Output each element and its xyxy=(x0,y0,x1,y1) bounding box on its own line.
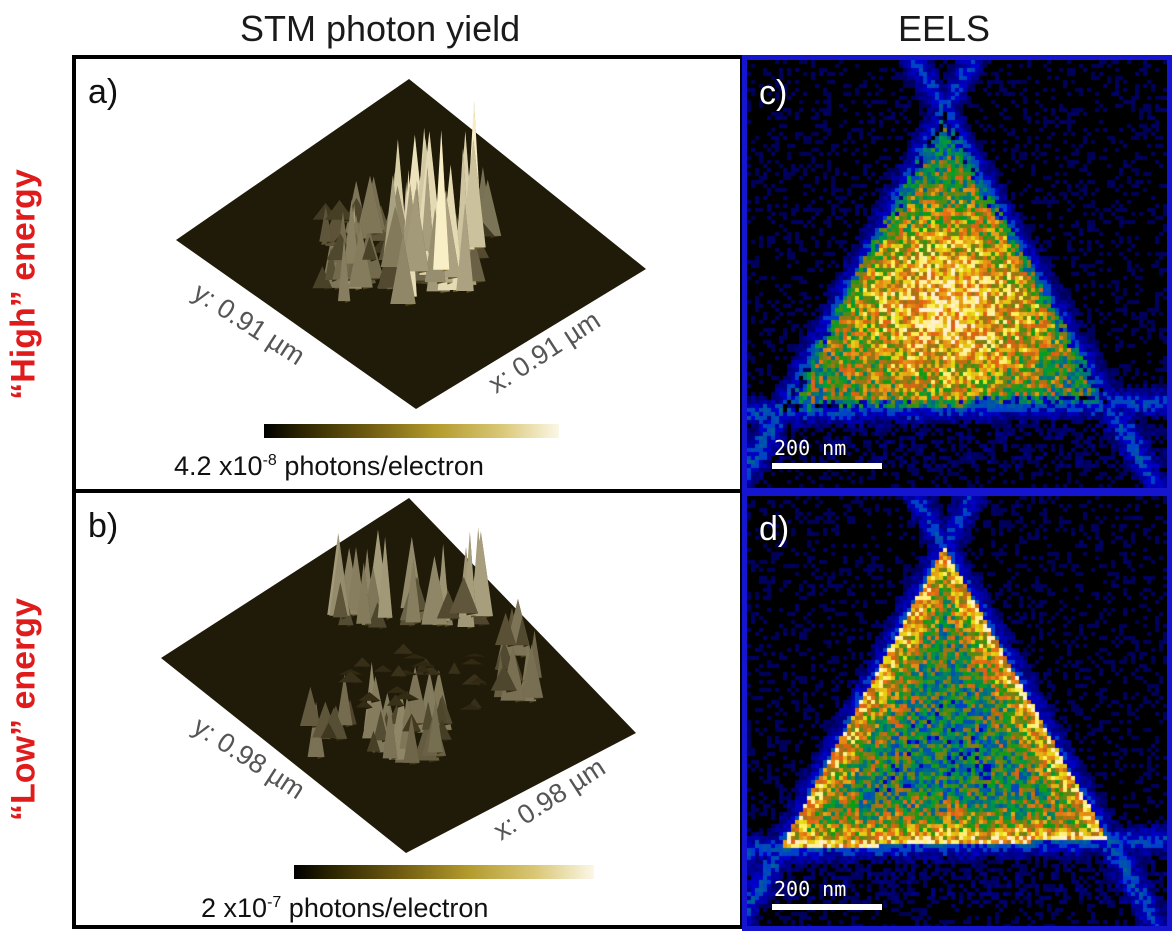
surface-peak xyxy=(515,617,529,646)
surface-peak xyxy=(391,691,419,700)
colorbar-b xyxy=(294,865,594,879)
eels-map-c xyxy=(747,60,1167,488)
surface-peak xyxy=(421,166,434,251)
surface-peak xyxy=(463,653,486,657)
scale-label-c: 200 nm xyxy=(774,436,847,460)
surface-peak xyxy=(377,536,393,618)
surface-peak xyxy=(469,677,488,684)
surface-peak xyxy=(373,665,393,672)
surface-peak xyxy=(324,247,338,280)
surface-spikes xyxy=(312,101,502,306)
surface-peak xyxy=(468,531,493,617)
surface-peak xyxy=(427,700,444,753)
surface-peak xyxy=(356,562,372,624)
panel-c-eels-high: c) 200 nm xyxy=(742,55,1172,493)
surface-peak xyxy=(402,189,429,272)
colorbar-label-b: 2 x10-7 photons/electron xyxy=(201,893,489,923)
scale-label-d: 200 nm xyxy=(774,877,847,901)
surface-peak xyxy=(433,130,450,270)
row-label-high-energy: “High” energy xyxy=(4,169,43,400)
panel-letter-b: b) xyxy=(88,507,119,545)
surface-spikes xyxy=(299,527,544,765)
surface-peak xyxy=(299,686,321,727)
surface-peak xyxy=(490,664,517,691)
surface-peak xyxy=(520,644,544,698)
surface-peak xyxy=(449,576,479,614)
panel-letter-d: d) xyxy=(759,510,790,548)
surface-peak xyxy=(336,673,353,726)
scale-bar-c xyxy=(772,463,882,469)
surface-peak xyxy=(373,710,388,741)
surface-peak xyxy=(460,138,486,248)
panel-b-stm-low: y: 0.98 µm x: 0.98 µm b) 2 x10-7 photons… xyxy=(72,489,744,929)
eels-map-d xyxy=(747,496,1167,926)
surface-peak xyxy=(393,643,414,654)
surface-peak xyxy=(337,237,351,302)
surface-peak xyxy=(329,543,350,616)
surface-peak xyxy=(344,199,359,264)
scale-bar-d xyxy=(772,904,882,910)
surface-peak xyxy=(362,236,377,260)
stm-column-title: STM photon yield xyxy=(240,8,521,49)
panel-letter-a: a) xyxy=(88,73,119,111)
surface-peak xyxy=(386,694,405,706)
surface-peak xyxy=(348,225,373,288)
surface-peak xyxy=(411,660,436,667)
surface-peak xyxy=(356,175,384,234)
surface-peak xyxy=(320,722,337,739)
colorbar-a xyxy=(264,424,559,438)
colorbar-label-a: 4.2 x10-8 photons/electron xyxy=(174,451,484,481)
surface-peak xyxy=(390,665,407,677)
surface-peak xyxy=(358,691,381,701)
surface-peak xyxy=(332,582,348,618)
surface-peak xyxy=(495,612,517,646)
photon-yield-surface-a: y: 0.91 µm x: 0.91 µm xyxy=(176,79,646,409)
surface-peak xyxy=(319,205,333,242)
surface-peak xyxy=(368,602,387,628)
surface-peak xyxy=(355,700,373,708)
surface-peak xyxy=(456,203,474,292)
surface-peak xyxy=(421,555,448,625)
surface-peak xyxy=(390,234,416,304)
surface-peak xyxy=(459,704,482,710)
panel-a-stm-high: y: 0.91 µm x: 0.91 µm a) 4.2 x10-8 photo… xyxy=(72,55,744,493)
surface-peak xyxy=(415,665,430,673)
surface-peak xyxy=(448,662,461,674)
panel-d-eels-low: d) 200 nm xyxy=(742,491,1172,931)
surface-peak xyxy=(338,671,364,683)
surface-peak xyxy=(386,686,408,693)
row-label-low-energy: “Low” energy xyxy=(4,598,43,821)
surface-peak xyxy=(405,559,421,623)
surface-peak xyxy=(402,653,428,659)
eels-column-title: EELS xyxy=(898,8,991,49)
surface-peak xyxy=(324,199,354,220)
surface-peak xyxy=(312,265,333,289)
surface-peak xyxy=(403,715,420,763)
surface-peak xyxy=(382,702,398,759)
surface-peak xyxy=(461,658,483,665)
photon-yield-surface-b: y: 0.98 µm x: 0.98 µm xyxy=(161,498,636,853)
surface-peak xyxy=(353,657,372,667)
panel-letter-c: c) xyxy=(759,74,788,112)
surface-peak xyxy=(366,730,381,752)
